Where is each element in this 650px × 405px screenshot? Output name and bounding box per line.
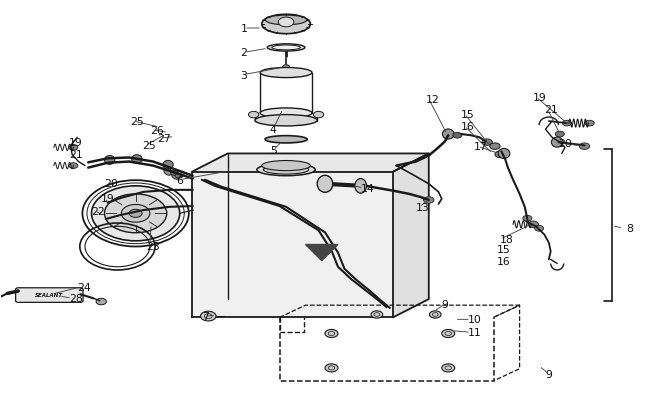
Circle shape	[103, 199, 113, 206]
Text: 20: 20	[558, 139, 573, 149]
Text: 17: 17	[474, 142, 488, 152]
Circle shape	[69, 163, 78, 169]
Text: 2: 2	[240, 48, 248, 58]
Circle shape	[482, 140, 492, 146]
Ellipse shape	[551, 138, 563, 148]
Polygon shape	[192, 154, 429, 172]
Text: 20: 20	[105, 178, 118, 188]
Ellipse shape	[317, 176, 333, 193]
Circle shape	[371, 311, 383, 318]
Ellipse shape	[262, 15, 311, 34]
Circle shape	[579, 143, 590, 150]
Text: 3: 3	[240, 70, 248, 80]
Text: 5: 5	[270, 146, 277, 156]
Circle shape	[562, 121, 571, 127]
Text: 21: 21	[544, 104, 558, 115]
Circle shape	[534, 226, 543, 232]
Circle shape	[442, 330, 455, 338]
Ellipse shape	[132, 155, 142, 164]
Circle shape	[278, 18, 294, 28]
Circle shape	[313, 112, 324, 119]
FancyBboxPatch shape	[192, 172, 393, 318]
Text: 16: 16	[462, 122, 475, 132]
Ellipse shape	[116, 194, 125, 202]
Circle shape	[424, 197, 434, 204]
Polygon shape	[393, 154, 429, 318]
Text: 25: 25	[142, 141, 156, 151]
Ellipse shape	[272, 46, 300, 51]
Text: SEALANT: SEALANT	[35, 292, 64, 297]
Circle shape	[105, 194, 167, 233]
Ellipse shape	[163, 161, 173, 170]
Circle shape	[528, 222, 538, 228]
Text: 15: 15	[462, 109, 475, 119]
Ellipse shape	[105, 156, 115, 165]
Circle shape	[489, 143, 500, 150]
Ellipse shape	[355, 179, 367, 194]
Text: 22: 22	[92, 207, 105, 216]
Circle shape	[430, 311, 441, 318]
Ellipse shape	[498, 149, 510, 159]
Text: 1: 1	[240, 24, 248, 34]
Circle shape	[96, 298, 107, 305]
Text: 24: 24	[77, 282, 91, 292]
Circle shape	[171, 171, 178, 176]
Text: 19: 19	[69, 138, 83, 148]
Text: 25: 25	[131, 117, 144, 127]
Text: 13: 13	[416, 202, 430, 212]
Ellipse shape	[257, 164, 315, 176]
Polygon shape	[306, 245, 338, 261]
Text: 19: 19	[532, 93, 546, 102]
Circle shape	[325, 364, 338, 372]
Ellipse shape	[263, 166, 309, 175]
Circle shape	[69, 145, 78, 151]
Circle shape	[92, 186, 179, 241]
Text: 4: 4	[270, 125, 277, 135]
Ellipse shape	[265, 16, 307, 26]
Text: 26: 26	[150, 126, 164, 136]
Circle shape	[523, 216, 532, 222]
Ellipse shape	[260, 109, 312, 119]
Circle shape	[325, 330, 338, 338]
Text: 11: 11	[468, 328, 482, 337]
FancyBboxPatch shape	[16, 288, 83, 303]
Circle shape	[442, 364, 455, 372]
Ellipse shape	[260, 68, 312, 79]
Text: 18: 18	[500, 234, 514, 245]
Text: 15: 15	[497, 244, 511, 254]
Circle shape	[200, 311, 216, 321]
Circle shape	[122, 205, 150, 223]
Text: 6: 6	[176, 175, 183, 185]
Text: 19: 19	[101, 194, 115, 203]
Text: 27: 27	[158, 134, 172, 144]
Text: 14: 14	[361, 183, 374, 193]
Text: 21: 21	[69, 150, 83, 160]
Ellipse shape	[255, 115, 317, 127]
Ellipse shape	[283, 66, 289, 69]
Text: 8: 8	[627, 224, 634, 234]
Ellipse shape	[262, 161, 311, 171]
Text: 23: 23	[147, 241, 161, 251]
Circle shape	[248, 112, 259, 119]
Text: 9: 9	[545, 369, 552, 379]
Text: 9: 9	[442, 299, 448, 309]
Ellipse shape	[172, 173, 180, 180]
Ellipse shape	[267, 45, 305, 52]
Circle shape	[129, 210, 142, 218]
Ellipse shape	[265, 136, 307, 143]
Circle shape	[453, 133, 462, 139]
Text: 12: 12	[426, 95, 439, 104]
Circle shape	[585, 121, 594, 127]
Ellipse shape	[443, 130, 454, 140]
Text: 28: 28	[69, 294, 83, 304]
Text: 16: 16	[497, 256, 511, 266]
Ellipse shape	[164, 169, 172, 176]
Circle shape	[555, 132, 564, 138]
Text: 10: 10	[468, 315, 482, 324]
Circle shape	[175, 174, 183, 179]
Circle shape	[99, 215, 110, 222]
Text: 7: 7	[202, 311, 209, 321]
Circle shape	[495, 151, 505, 158]
